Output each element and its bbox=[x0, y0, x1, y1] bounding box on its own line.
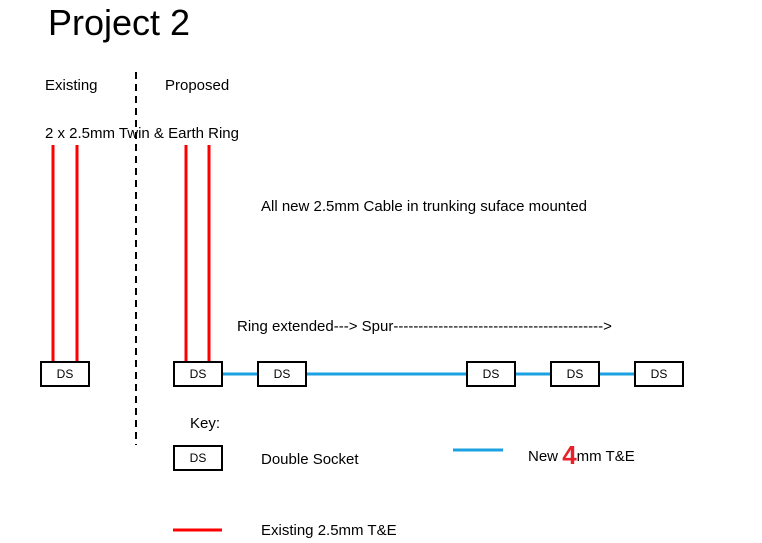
ring-label: 2 x 2.5mm Twin & Earth Ring bbox=[45, 125, 239, 142]
double-socket-existing: DS bbox=[40, 361, 90, 387]
key-existing-cable-label: Existing 2.5mm T&E bbox=[261, 522, 397, 539]
double-socket-4: DS bbox=[550, 361, 600, 387]
cable-note: All new 2.5mm Cable in trunking suface m… bbox=[261, 198, 588, 215]
key-title: Key: bbox=[190, 415, 221, 432]
key-double-socket-label: Double Socket bbox=[261, 451, 359, 468]
double-socket-5: DS bbox=[634, 361, 684, 387]
page-title: Project 2 bbox=[48, 2, 191, 43]
key-new-size: 4 bbox=[562, 440, 577, 470]
key-new-cable-label: New 4mm T&E bbox=[528, 440, 635, 471]
ring-extended-label: Ring extended---> Spur------------------… bbox=[237, 318, 612, 335]
proposed-heading: Proposed bbox=[165, 77, 230, 94]
key-new-prefix: New bbox=[528, 448, 559, 465]
key-double-socket-symbol: DS bbox=[173, 445, 223, 471]
double-socket-3: DS bbox=[466, 361, 516, 387]
double-socket-2: DS bbox=[257, 361, 307, 387]
key-new-suffix: mm T&E bbox=[576, 448, 635, 465]
existing-heading: Existing bbox=[45, 77, 98, 94]
double-socket-1: DS bbox=[173, 361, 223, 387]
